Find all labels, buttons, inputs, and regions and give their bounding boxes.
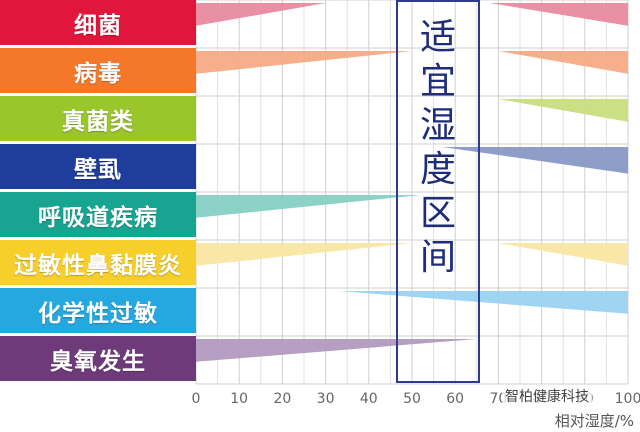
wedge-right-5 (498, 243, 628, 266)
wedge-right-1 (498, 51, 628, 74)
x-tick-label: 40 (359, 391, 378, 407)
wedge-left-7 (196, 339, 477, 362)
optimal-range-char: 度 (419, 149, 456, 190)
category-label: 化学性过敏 (0, 288, 196, 333)
x-tick-label: 60 (446, 391, 465, 407)
optimal-range-char: 区 (419, 193, 456, 234)
optimal-range-label: 适宜湿度区间 (398, 16, 478, 280)
x-tick-label: 20 (273, 391, 292, 407)
x-tick-label: 30 (316, 391, 335, 407)
wedge-left-4 (196, 195, 421, 218)
optimal-range-box: 适宜湿度区间 (396, 0, 480, 383)
category-label: 病毒 (0, 48, 196, 93)
category-label: 过敏性鼻黏膜炎 (0, 240, 196, 285)
watermark: 智柏健康科技 (502, 386, 592, 406)
x-tick-label: 10 (230, 391, 249, 407)
wedge-right-0 (489, 3, 628, 26)
wedge-left-1 (196, 51, 412, 74)
wedge-right-2 (498, 99, 628, 122)
category-label: 壁虱 (0, 144, 196, 189)
wedge-right-6 (338, 291, 628, 314)
x-tick-label: 100 (614, 391, 640, 407)
wedge-right-3 (442, 147, 628, 174)
x-tick-label: 50 (403, 391, 421, 407)
wedge-left-5 (196, 243, 412, 266)
category-label: 细菌 (0, 0, 196, 45)
category-label: 真菌类 (0, 96, 196, 141)
x-tick-label: 0 (191, 391, 201, 407)
optimal-range-char: 适 (419, 17, 456, 58)
x-axis-label: 相对湿度/% (554, 412, 634, 430)
category-label: 呼吸道疾病 (0, 192, 196, 237)
wedge-left-0 (196, 3, 326, 26)
optimal-range-char: 宜 (419, 61, 456, 102)
category-label: 臭氧发生 (0, 336, 196, 381)
optimal-range-char: 湿 (419, 105, 456, 146)
optimal-range-char: 间 (419, 237, 456, 278)
